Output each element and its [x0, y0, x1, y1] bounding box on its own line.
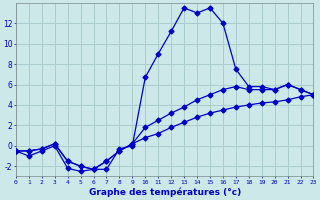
- X-axis label: Graphe des températures (°c): Graphe des températures (°c): [89, 188, 241, 197]
